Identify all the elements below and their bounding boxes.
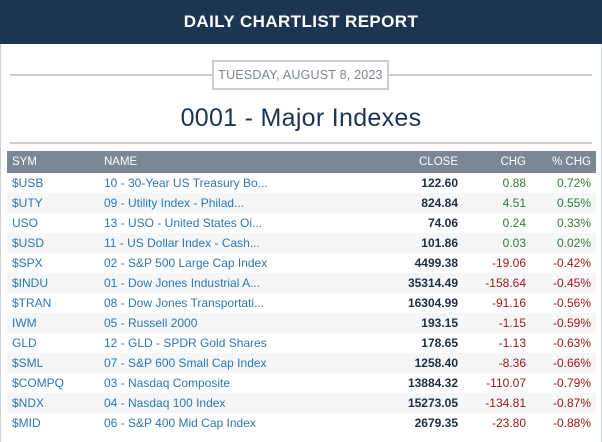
close-value: 193.15 xyxy=(287,313,463,333)
close-value: 15273.05 xyxy=(287,393,463,413)
report-date: TUESDAY, AUGUST 8, 2023 xyxy=(212,60,389,90)
symbol-link[interactable]: IWM xyxy=(7,313,99,333)
close-value: 178.65 xyxy=(421,336,458,350)
table-row[interactable]: $SML 07 - S&P 600 Small Cap Index 1258.40-… xyxy=(7,353,596,373)
chartlist-title: 0001 - Major Indexes xyxy=(0,100,602,136)
close-value: 13884.32 xyxy=(407,376,458,390)
chartlist-title-text: 0001 - Major Indexes xyxy=(180,103,422,132)
percent-change-value: -0.63% xyxy=(552,336,591,350)
table-row[interactable]: $UTY 09 - Utility Index - Philad... 824.84… xyxy=(7,193,596,213)
percent-change-value: 0.02% xyxy=(531,233,596,253)
close-value: 101.86 xyxy=(287,233,463,253)
change-value: 0.24 xyxy=(502,216,526,230)
close-value: 1258.40 xyxy=(287,353,463,373)
percent-change-value: 0.33% xyxy=(556,216,591,230)
column-header-pct-chg[interactable]: % CHG xyxy=(531,151,596,173)
symbol-link[interactable]: $INDU xyxy=(7,273,99,293)
name-link[interactable]: 04 - Nasdaq 100 Index xyxy=(99,393,287,413)
name-link[interactable]: 05 - Russell 2000 xyxy=(99,313,287,333)
symbol-link[interactable]: $USB xyxy=(12,176,44,190)
change-value: 4.51 xyxy=(463,193,531,213)
table-row[interactable]: $USB 10 - 30-Year US Treasury Bo... 122.60… xyxy=(7,173,596,193)
symbol-link[interactable]: USO xyxy=(12,216,39,230)
change-value: -134.81 xyxy=(463,393,531,413)
change-value: 0.88 xyxy=(502,176,526,190)
percent-change-value: 0.55% xyxy=(531,193,596,213)
change-value: -91.16 xyxy=(491,296,526,310)
title-divider xyxy=(10,142,592,144)
percent-change-value: -0.87% xyxy=(531,393,596,413)
name-link[interactable]: 06 - S&P 400 Mid Cap Index xyxy=(104,416,256,430)
name-link[interactable]: 09 - Utility Index - Philad... xyxy=(99,193,287,213)
column-header-chg[interactable]: CHG xyxy=(463,151,531,173)
symbol-link[interactable]: GLD xyxy=(12,336,37,350)
symbol-link[interactable]: $UTY xyxy=(7,193,99,213)
change-value: -1.13 xyxy=(498,336,526,350)
column-header-sym[interactable]: SYM xyxy=(7,151,99,173)
name-link[interactable]: 12 - GLD - SPDR Gold Shares xyxy=(104,336,267,350)
symbol-link[interactable]: $SPX xyxy=(12,256,43,270)
table-row[interactable]: GLD 12 - GLD - SPDR Gold Shares 178.65 -1.1… xyxy=(7,333,596,353)
percent-change-value: -0.88% xyxy=(552,416,591,430)
table-row[interactable]: IWM 05 - Russell 2000 193.15 -1.15 -0.59% xyxy=(7,313,596,333)
name-link[interactable]: 07 - S&P 600 Small Cap Index xyxy=(99,353,287,373)
percent-change-value: -0.42% xyxy=(552,256,591,270)
change-value: -8.36 xyxy=(463,353,531,373)
name-link[interactable]: 10 - 30-Year US Treasury Bo... xyxy=(104,176,268,190)
close-value: 122.60 xyxy=(421,176,458,190)
report-header: DAILY CHARTLIST REPORT xyxy=(0,0,602,44)
percent-change-value: -0.59% xyxy=(531,313,596,333)
change-value: -110.07 xyxy=(486,376,526,390)
close-value: 2679.35 xyxy=(414,416,458,430)
symbol-link[interactable]: $USD xyxy=(7,233,99,253)
column-header-close[interactable]: CLOSE xyxy=(287,151,463,173)
name-link[interactable]: 13 - USO - United States Oi... xyxy=(104,216,263,230)
symbol-link[interactable]: $SML xyxy=(7,353,99,373)
change-value: 0.03 xyxy=(463,233,531,253)
close-value: 4499.38 xyxy=(414,256,458,270)
symbol-link[interactable]: $TRAN xyxy=(12,296,52,310)
change-value: -19.06 xyxy=(491,256,526,270)
name-link[interactable]: 11 - US Dollar Index - Cash... xyxy=(99,233,287,253)
name-link[interactable]: 02 - S&P 500 Large Cap Index xyxy=(104,256,268,270)
indexes-table: SYM NAME CLOSE CHG % CHG $USB 10 - 30-Yea… xyxy=(7,151,596,433)
change-value: -23.80 xyxy=(491,416,526,430)
table-row[interactable]: USO 13 - USO - United States Oi... 74.06 0.… xyxy=(7,213,596,233)
column-header-name[interactable]: NAME xyxy=(99,151,287,173)
change-value: -1.15 xyxy=(463,313,531,333)
percent-change-value: -0.66% xyxy=(531,353,596,373)
close-value: 824.84 xyxy=(287,193,463,213)
table-row[interactable]: $SPX 02 - S&P 500 Large Cap Index 4499.38 -… xyxy=(7,253,596,273)
symbol-link[interactable]: $NDX xyxy=(7,393,99,413)
change-value: -158.64 xyxy=(463,273,531,293)
table-row[interactable]: $COMPQ 03 - Nasdaq Composite 13884.32 -110.… xyxy=(7,373,596,393)
name-link[interactable]: 01 - Dow Jones Industrial A... xyxy=(99,273,287,293)
table-header-row: SYM NAME CLOSE CHG % CHG xyxy=(7,151,596,173)
table-row[interactable]: $USD 11 - US Dollar Index - Cash... 101.86… xyxy=(7,233,596,253)
report-date-text: TUESDAY, AUGUST 8, 2023 xyxy=(218,68,383,82)
symbol-link[interactable]: $COMPQ xyxy=(12,376,65,390)
report-title: DAILY CHARTLIST REPORT xyxy=(183,12,419,31)
name-link[interactable]: 08 - Dow Jones Transportati... xyxy=(104,296,265,310)
table-row[interactable]: $MID 06 - S&P 400 Mid Cap Index 2679.35 -23… xyxy=(7,413,596,433)
percent-change-value: -0.79% xyxy=(552,376,591,390)
close-value: 74.06 xyxy=(427,216,458,230)
close-value: 35314.49 xyxy=(287,273,463,293)
percent-change-value: -0.45% xyxy=(531,273,596,293)
table-row[interactable]: $TRAN 08 - Dow Jones Transportati... 16304… xyxy=(7,293,596,313)
name-link[interactable]: 03 - Nasdaq Composite xyxy=(104,376,231,390)
percent-change-value: -0.56% xyxy=(552,296,591,310)
table-row[interactable]: $NDX 04 - Nasdaq 100 Index 15273.05 -134.81… xyxy=(7,393,596,413)
symbol-link[interactable]: $MID xyxy=(12,416,41,430)
table-row[interactable]: $INDU 01 - Dow Jones Industrial A... 35314… xyxy=(7,273,596,293)
close-value: 16304.99 xyxy=(407,296,458,310)
percent-change-value: 0.72% xyxy=(556,176,591,190)
